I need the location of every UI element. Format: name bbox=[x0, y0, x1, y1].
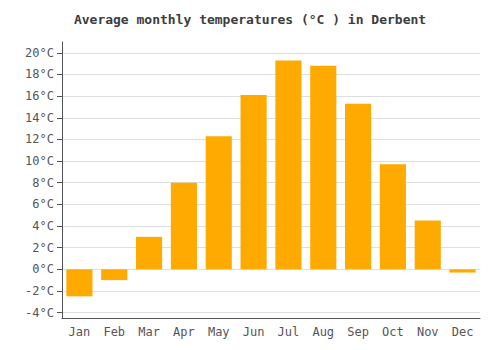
svg-text:Feb: Feb bbox=[103, 325, 125, 339]
svg-text:Jan: Jan bbox=[69, 325, 91, 339]
svg-text:8°C: 8°C bbox=[32, 176, 54, 190]
svg-text:Sep: Sep bbox=[347, 325, 369, 339]
svg-text:12°C: 12°C bbox=[25, 132, 54, 146]
svg-text:-4°C: -4°C bbox=[25, 306, 54, 320]
svg-text:14°C: 14°C bbox=[25, 111, 54, 125]
svg-text:4°C: 4°C bbox=[32, 219, 54, 233]
svg-text:16°C: 16°C bbox=[25, 89, 54, 103]
svg-text:-2°C: -2°C bbox=[25, 284, 54, 298]
svg-text:2°C: 2°C bbox=[32, 241, 54, 255]
svg-text:Oct: Oct bbox=[382, 325, 404, 339]
svg-text:10°C: 10°C bbox=[25, 154, 54, 168]
svg-text:May: May bbox=[208, 325, 230, 339]
svg-text:20°C: 20°C bbox=[25, 46, 54, 60]
svg-text:Jul: Jul bbox=[278, 325, 300, 339]
svg-text:Jun: Jun bbox=[243, 325, 265, 339]
svg-text:Aug: Aug bbox=[312, 325, 334, 339]
svg-text:6°C: 6°C bbox=[32, 197, 54, 211]
svg-text:Mar: Mar bbox=[138, 325, 160, 339]
svg-text:Nov: Nov bbox=[417, 325, 439, 339]
svg-text:Apr: Apr bbox=[173, 325, 195, 339]
svg-text:Dec: Dec bbox=[452, 325, 474, 339]
svg-text:18°C: 18°C bbox=[25, 67, 54, 81]
svg-text:0°C: 0°C bbox=[32, 262, 54, 276]
svg-text:Average monthly temperatures (: Average monthly temperatures (°C ) in De… bbox=[74, 12, 426, 27]
